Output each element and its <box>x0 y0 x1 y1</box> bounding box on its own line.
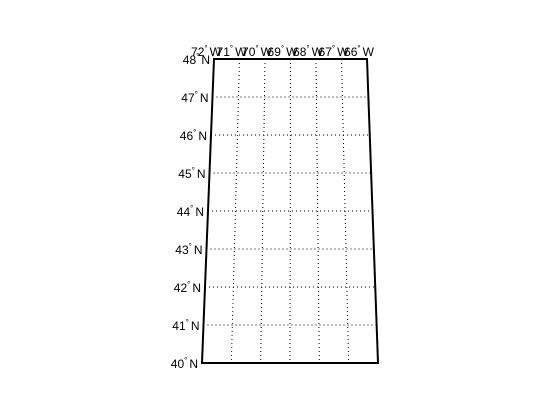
meridian-68 <box>315 58 320 364</box>
lat-label-45: 45° N <box>178 166 205 181</box>
lon-label-70: 70° W <box>242 44 273 59</box>
meridian-67 <box>341 58 350 364</box>
lat-label-46: 46° N <box>180 128 207 143</box>
lat-label-44: 44° N <box>177 204 204 219</box>
lon-label-67: 67° W <box>319 44 350 59</box>
lat-label-41: 41° N <box>172 318 199 333</box>
lon-label-69: 69° W <box>268 44 299 59</box>
lat-label-48: 48° N <box>183 52 210 67</box>
meridian-71 <box>230 58 240 364</box>
lon-label-66: 66° W <box>344 44 375 59</box>
lat-label-43: 43° N <box>175 242 202 257</box>
lon-label-72: 72° W <box>191 44 222 59</box>
lat-label-42: 42° N <box>174 280 201 295</box>
meridian-69 <box>289 58 291 364</box>
latitude-labels: 48° N 47° N 46° N 45° N 44° N 43° N 42° N 41° N 40° N <box>171 52 210 371</box>
lat-label-40: 40° N <box>171 356 198 371</box>
map-frame <box>200 58 380 364</box>
meridian-70 <box>260 58 266 364</box>
lat-label-47: 47° N <box>181 90 208 105</box>
lon-label-71: 71° W <box>217 44 248 59</box>
lon-label-68: 68° W <box>293 44 324 59</box>
graticule <box>201 58 379 364</box>
longitude-labels: 72° W71° W70° W69° W68° W67° W66° W <box>191 44 375 59</box>
